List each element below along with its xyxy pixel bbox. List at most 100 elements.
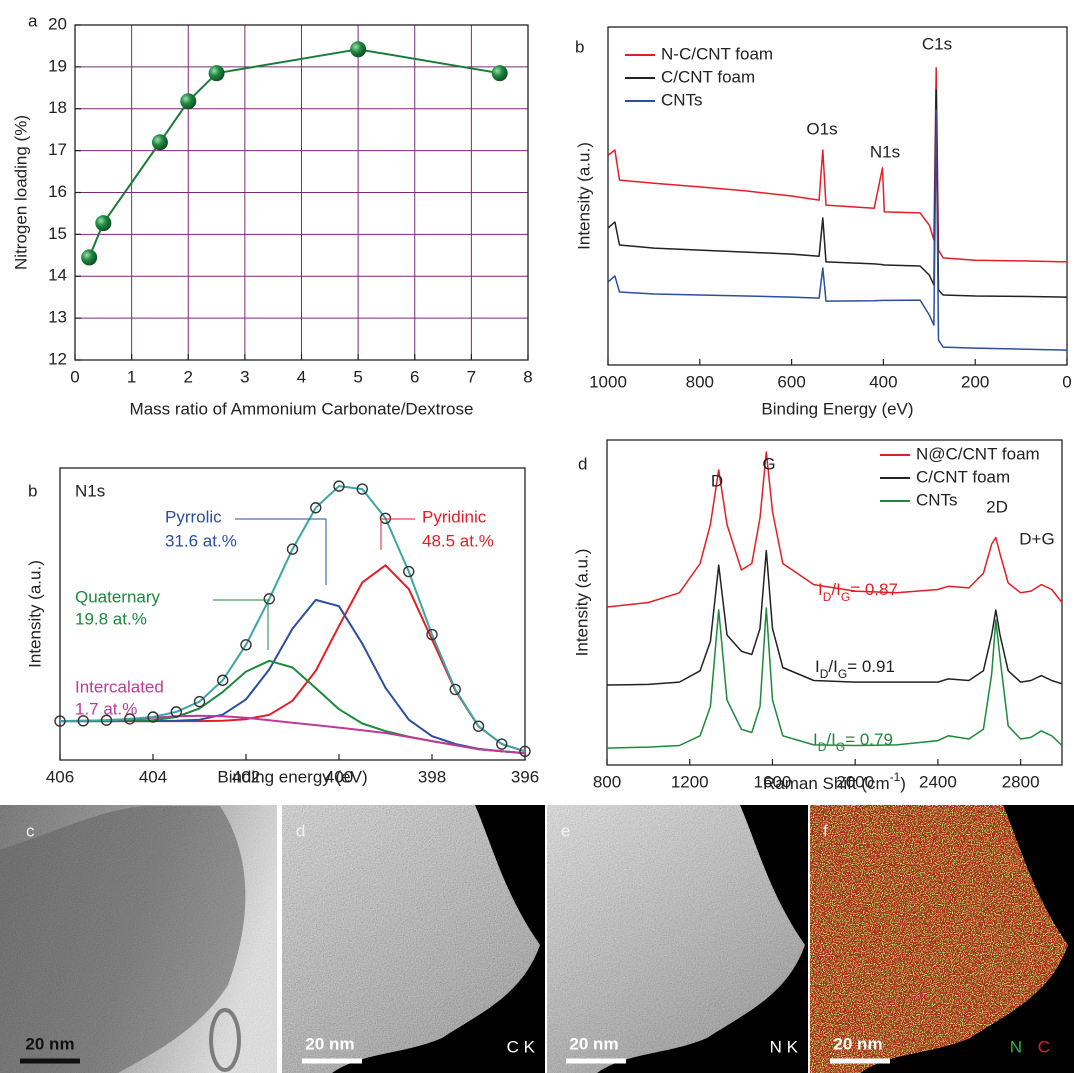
data-point bbox=[403, 565, 415, 578]
chart: 800 1200 1600 2000 2400 2800 Raman Shift (cm-1… bbox=[572, 439, 1063, 793]
component-share: 31.6 at.% bbox=[165, 531, 237, 550]
panel-label: a bbox=[28, 11, 38, 30]
text-part: = 0.91 bbox=[847, 657, 895, 676]
eds-map-nitrogen: e 20 nm N K bbox=[547, 805, 808, 1073]
x-tick-label: 1000 bbox=[589, 372, 627, 391]
y-tick-label: 12 bbox=[48, 349, 67, 368]
data-point bbox=[286, 543, 299, 555]
y-axis-label: Intensity (a.u.) bbox=[574, 142, 593, 250]
legend-label: C/CNT foam bbox=[916, 467, 1010, 486]
data-point bbox=[180, 93, 197, 110]
panel-label: d bbox=[296, 821, 305, 840]
text-part: Raman Shift (cm bbox=[763, 774, 890, 793]
legend-label: CNTs bbox=[661, 90, 703, 109]
element-label: N bbox=[1010, 1037, 1022, 1056]
x-tick-label: 3 bbox=[240, 367, 249, 386]
y-axis-label: Intensity (a.u.) bbox=[572, 549, 591, 657]
data-point bbox=[240, 639, 252, 651]
legend-label: N-C/CNT foam bbox=[661, 44, 773, 63]
x-tick-label: 406 bbox=[46, 767, 74, 786]
x-tick-label: 6 bbox=[410, 367, 419, 386]
data-line bbox=[607, 67, 1068, 263]
data-point bbox=[193, 695, 206, 708]
x-tick-label: 200 bbox=[961, 372, 989, 391]
x-axis-label: Mass ratio of Ammonium Carbonate/Dextros… bbox=[130, 399, 474, 418]
data-point bbox=[310, 502, 322, 514]
text-part: /I bbox=[826, 730, 835, 749]
text-part: ) bbox=[900, 774, 906, 793]
data-point bbox=[472, 720, 485, 732]
component-share: 1.7 at.% bbox=[75, 699, 137, 718]
x-tick-label: 2 bbox=[184, 367, 193, 386]
x-tick-label: 0 bbox=[1062, 372, 1071, 391]
scale-bar-label: 20 nm bbox=[25, 1034, 74, 1053]
annotation: D bbox=[711, 471, 723, 490]
annotation: N1s bbox=[870, 142, 900, 161]
data-point bbox=[426, 628, 438, 641]
element-label: C K bbox=[507, 1037, 536, 1056]
text-part: /I bbox=[828, 657, 837, 676]
data-line bbox=[606, 607, 1063, 749]
data-line bbox=[606, 549, 1063, 686]
x-tick-label: 1200 bbox=[671, 772, 709, 791]
y-tick-label: 19 bbox=[48, 56, 67, 75]
legend-label: C/CNT foam bbox=[661, 67, 755, 86]
tem-image: c 20 nm bbox=[0, 805, 277, 1073]
chart: 1000 800 600 400 200 0 Binding Energy (eV) Inte… bbox=[574, 26, 1072, 418]
chart: 406 404 402 400 398 396 Binding energy (eV) Int… bbox=[25, 467, 539, 786]
text-part: G bbox=[838, 667, 847, 681]
text-part: I bbox=[815, 657, 820, 676]
component-name: Pyridinic bbox=[422, 507, 487, 526]
data-line bbox=[607, 89, 1068, 298]
eds-map-carbon: d 20 nm C K bbox=[282, 805, 545, 1073]
x-tick-label: 2400 bbox=[919, 772, 957, 791]
component-name: Pyrrolic bbox=[165, 507, 222, 526]
data-point bbox=[263, 593, 275, 605]
data-point bbox=[496, 738, 508, 750]
x-tick-label: 396 bbox=[511, 767, 539, 786]
y-tick-label: 18 bbox=[48, 98, 67, 117]
data-point bbox=[519, 745, 531, 758]
text-part: -1 bbox=[890, 770, 901, 784]
x-axis-label: Binding Energy (eV) bbox=[761, 399, 913, 418]
component-name: Quaternary bbox=[75, 587, 161, 606]
data-point bbox=[100, 714, 113, 726]
x-axis-label: Binding energy (eV) bbox=[217, 767, 367, 786]
data-point bbox=[491, 65, 508, 82]
panel-label: b bbox=[28, 481, 37, 500]
data-line bbox=[606, 451, 1063, 608]
plot-frame bbox=[606, 439, 1063, 766]
annotation: 2D bbox=[986, 497, 1008, 516]
text-part: I bbox=[818, 580, 823, 599]
x-tick-label: 8 bbox=[523, 367, 532, 386]
annotation: G bbox=[762, 454, 775, 473]
ratio-label: ID/IG= 0.91 bbox=[815, 657, 895, 681]
data-point bbox=[170, 706, 182, 718]
chart-title: N1s bbox=[75, 481, 105, 500]
x-tick-label: 600 bbox=[777, 372, 805, 391]
element-label: N K bbox=[770, 1037, 799, 1056]
component-share: 19.8 at.% bbox=[75, 609, 147, 628]
panel-label: c bbox=[26, 821, 35, 840]
plot-frame bbox=[59, 467, 526, 761]
legend-label: CNTs bbox=[916, 490, 958, 509]
data-point bbox=[217, 674, 229, 686]
x-tick-label: 400 bbox=[869, 372, 897, 391]
annotation: O1s bbox=[806, 119, 837, 138]
leader-line bbox=[235, 518, 327, 585]
plot-frame bbox=[607, 26, 1068, 366]
panel-label: d bbox=[578, 454, 587, 473]
text-part: /I bbox=[831, 580, 840, 599]
x-tick-label: 800 bbox=[593, 772, 621, 791]
text-part: = 0.87 bbox=[850, 580, 898, 599]
data-point bbox=[124, 713, 136, 725]
data-point bbox=[333, 480, 345, 492]
x-tick-label: 5 bbox=[353, 367, 362, 386]
y-tick-label: 13 bbox=[48, 308, 67, 327]
x-tick-label: 2800 bbox=[1002, 772, 1040, 791]
leader-line bbox=[213, 599, 269, 650]
panel-label: f bbox=[823, 821, 828, 840]
